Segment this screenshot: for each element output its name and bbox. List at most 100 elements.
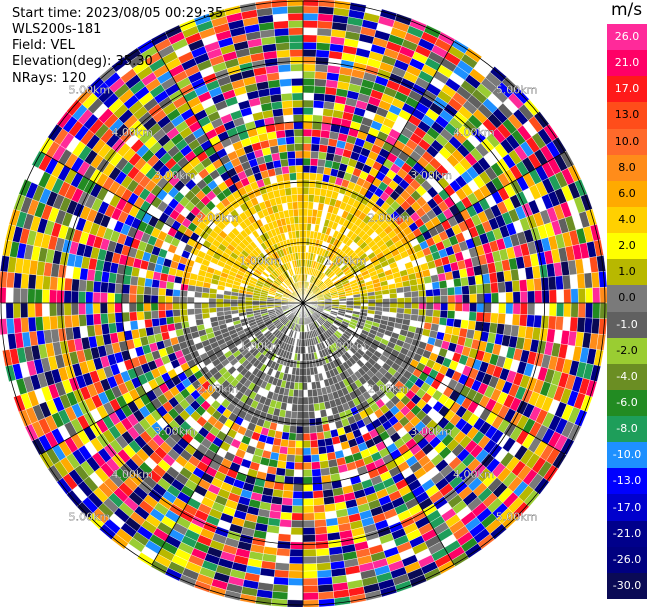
- velocity-gate: [453, 318, 462, 329]
- velocity-gate: [302, 498, 314, 507]
- velocity-gate: [313, 497, 325, 506]
- velocity-gate: [291, 519, 304, 528]
- velocity-gate: [78, 291, 87, 304]
- velocity-gate: [319, 137, 330, 146]
- velocity-gate: [302, 5, 319, 14]
- velocity-gate: [277, 63, 292, 73]
- velocity-gate: [295, 230, 300, 239]
- velocity-gate: [289, 56, 304, 65]
- velocity-gate: [277, 540, 291, 550]
- velocity-gate: [35, 274, 44, 290]
- velocity-gate: [302, 63, 316, 72]
- velocity-gate: [418, 302, 427, 310]
- velocity-gate: [70, 302, 79, 316]
- velocity-gate: [294, 454, 304, 463]
- velocity-gate: [309, 432, 318, 441]
- velocity-gate: [302, 491, 314, 499]
- velocity-gate: [71, 314, 80, 328]
- velocity-gate: [577, 302, 586, 318]
- velocity-gate: [320, 467, 331, 477]
- velocity-gate: [306, 367, 311, 376]
- velocity-gate: [276, 137, 287, 146]
- velocity-gate: [293, 121, 304, 130]
- velocity-gate: [295, 172, 304, 181]
- velocity-gate: [388, 288, 397, 295]
- velocity-gate: [85, 280, 95, 293]
- velocity-gate: [440, 302, 449, 311]
- velocity-gate: [173, 322, 183, 331]
- velocity-gate: [305, 353, 310, 362]
- velocity-gate: [63, 302, 72, 316]
- velocity-gate: [230, 306, 239, 311]
- range-ring-label: 5.00km: [69, 511, 111, 524]
- velocity-gate: [306, 223, 312, 232]
- velocity-gate: [295, 433, 304, 441]
- velocity-gate: [302, 454, 312, 463]
- velocity-gate: [583, 317, 593, 334]
- velocity-gate: [527, 302, 536, 316]
- velocity-gate: [417, 283, 426, 292]
- velocity-gate: [194, 302, 202, 309]
- range-ring-label: 3.00km: [154, 425, 196, 438]
- velocity-gate: [143, 310, 152, 320]
- velocity-gate: [314, 63, 329, 73]
- velocity-gate: [312, 483, 323, 492]
- velocity-gate: [0, 318, 8, 336]
- velocity-gate: [396, 302, 405, 309]
- velocity-gate: [129, 320, 139, 331]
- velocity-gate: [519, 314, 528, 327]
- velocity-gate: [302, 411, 310, 420]
- velocity-gate: [295, 165, 304, 173]
- range-ring-label: 4.00km: [453, 126, 495, 139]
- velocity-gate: [302, 107, 314, 115]
- velocity-gate: [306, 374, 312, 383]
- velocity-gate: [136, 285, 145, 295]
- velocity-gate: [317, 576, 333, 586]
- velocity-gate: [114, 302, 123, 314]
- velocity-gate: [460, 319, 469, 330]
- velocity-gate: [316, 555, 331, 564]
- velocity-gate: [290, 187, 298, 196]
- velocity-gate: [411, 296, 420, 304]
- velocity-gate: [302, 136, 312, 144]
- velocity-gate: [291, 92, 304, 101]
- velocity-gate: [275, 467, 286, 477]
- velocity-gate: [215, 293, 224, 300]
- velocity-gate: [462, 294, 470, 304]
- velocity-gate: [302, 244, 307, 253]
- velocity-gate: [288, 20, 304, 29]
- velocity-gate: [511, 280, 521, 293]
- velocity-gate: [287, 439, 296, 448]
- velocity-gate: [438, 317, 448, 326]
- velocity-gate: [114, 312, 123, 323]
- velocity-gate: [417, 314, 426, 323]
- velocity-gate: [318, 598, 336, 607]
- velocity-gate: [292, 483, 304, 492]
- velocity-gate: [13, 272, 23, 289]
- velocity-gate: [433, 302, 441, 311]
- velocity-gate: [315, 173, 324, 182]
- velocity-gate: [150, 302, 159, 312]
- velocity-gate: [281, 431, 290, 441]
- velocity-gate: [288, 577, 304, 586]
- velocity-gate: [302, 165, 311, 173]
- velocity-gate: [310, 143, 320, 152]
- velocity-gate: [302, 215, 308, 224]
- velocity-gate: [315, 424, 324, 433]
- velocity-gate: [316, 569, 332, 579]
- velocity-gate: [302, 534, 316, 543]
- velocity-gate: [403, 291, 412, 298]
- colorbar-tick-label: 13.0: [614, 108, 640, 122]
- velocity-gate: [547, 315, 557, 330]
- velocity-gate: [316, 209, 323, 219]
- velocity-gate: [468, 311, 477, 322]
- velocity-gate: [107, 282, 116, 294]
- velocity-gate: [78, 314, 87, 327]
- velocity-gate: [284, 365, 290, 375]
- velocity-gate: [20, 288, 29, 304]
- velocity-gate: [107, 292, 115, 304]
- velocity-gate: [287, 5, 304, 14]
- velocity-gate: [293, 330, 298, 339]
- velocity-gate: [375, 302, 383, 308]
